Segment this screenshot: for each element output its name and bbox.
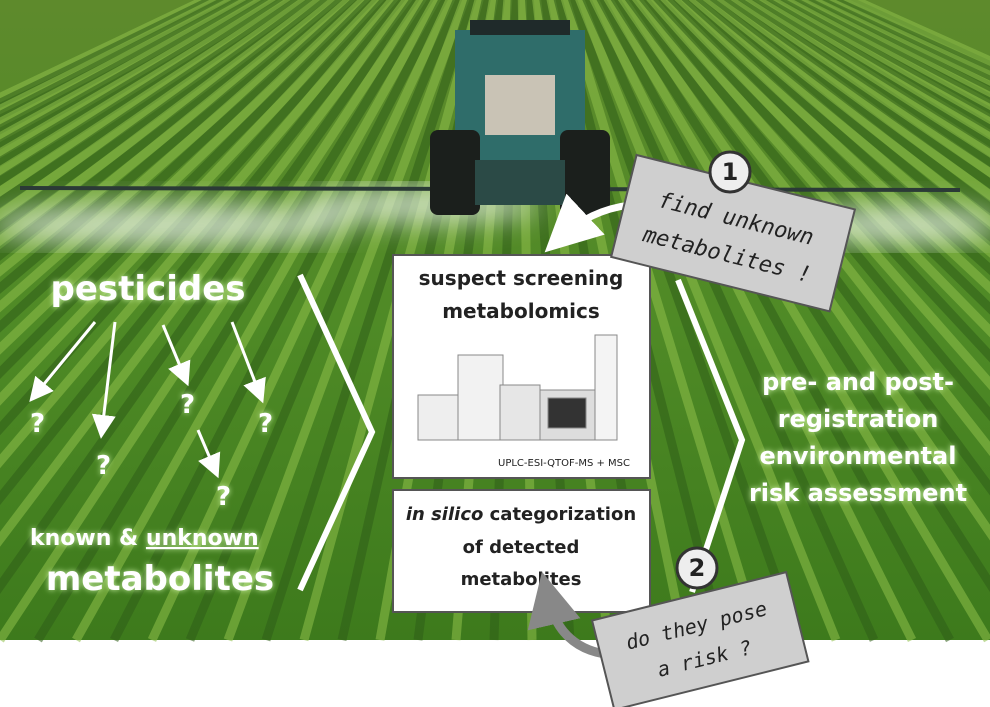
outcome-text: environmental (760, 442, 957, 470)
crop-row (0, 0, 349, 294)
label: metabolites (46, 559, 274, 599)
step-badge (708, 150, 752, 194)
step-number: 2 (689, 554, 706, 582)
crop-row (223, 0, 470, 642)
crop-row (0, 0, 342, 277)
crop-row (0, 0, 363, 333)
crop-row (667, 0, 990, 315)
outcome: pre- and post-registration environmental r… (749, 368, 967, 507)
outcome-text: pre- and post- (762, 368, 954, 396)
label: pesticides (51, 269, 246, 309)
question-mark: ? (180, 390, 195, 420)
step-number: 1 (722, 158, 739, 186)
crop-row (674, 0, 990, 295)
crop-row (688, 0, 990, 258)
label: known & unknown (30, 526, 259, 551)
question-mark: ? (216, 482, 231, 512)
box-caption: UPLC-ESI-QTOF-MS + MSC (498, 458, 630, 469)
crop-row (34, 0, 434, 643)
box-text: in silico categorization (406, 504, 636, 525)
crop-row (185, 0, 463, 642)
crop-row (109, 0, 448, 643)
callout: do they pose a risk ? (590, 570, 810, 707)
crop-row (0, 0, 427, 643)
step-badge (675, 546, 719, 590)
crop-row (653, 0, 990, 363)
crop-row (0, 0, 356, 313)
crop-row (337, 0, 491, 641)
crop-row (639, 0, 990, 422)
crop-row (681, 0, 990, 276)
instrument (417, 334, 618, 441)
question-mark: ? (96, 451, 111, 481)
chevron (675, 278, 746, 593)
question-mark: ? (30, 409, 45, 439)
box-text: suspect screening (419, 266, 624, 290)
crop-row (261, 0, 477, 642)
label: unknown (146, 526, 259, 551)
box (392, 489, 651, 613)
callout-arrow (544, 193, 631, 253)
outcome-text: registration (778, 405, 939, 433)
box-text: metabolomics (442, 299, 600, 323)
crop-row (72, 0, 441, 643)
crop-row (0, 0, 335, 261)
box-text: metabolites (461, 569, 582, 590)
box-text: of detected (463, 537, 580, 558)
crop-row (646, 0, 990, 391)
question-mark: ? (258, 409, 273, 439)
arrows (29, 321, 266, 479)
crop-row (660, 0, 990, 338)
outcome-text: risk assessment (749, 479, 967, 507)
box-text: categorization (490, 504, 637, 525)
box-text: in silico (406, 504, 484, 525)
crop-row (147, 0, 456, 642)
chevron (297, 273, 376, 592)
label: known & (30, 526, 138, 551)
